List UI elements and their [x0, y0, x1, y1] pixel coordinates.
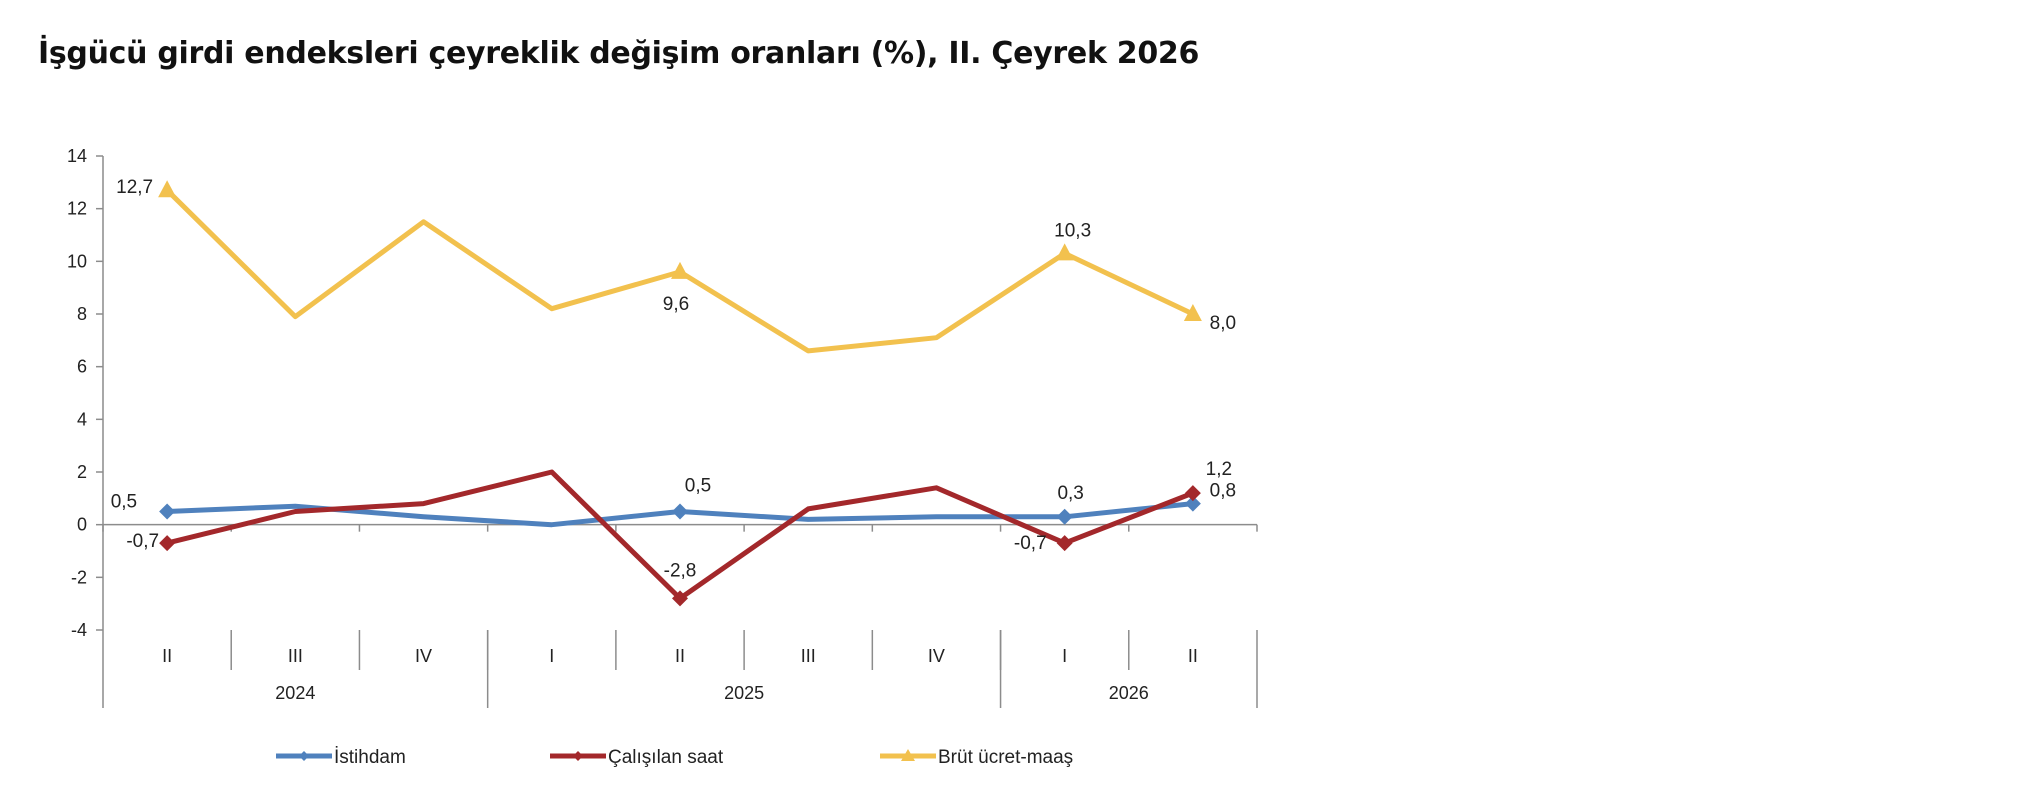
- y-tick-label: 14: [67, 146, 87, 166]
- data-label: 0,3: [1057, 483, 1083, 504]
- legend: İstihdam Çalışılan saat Brüt ücret-maaş: [276, 747, 1073, 768]
- y-tick-label: 6: [77, 357, 87, 377]
- legend-label: İstihdam: [334, 747, 406, 768]
- data-label: 8,0: [1210, 313, 1236, 334]
- diamond-marker: [1056, 535, 1073, 552]
- x-tick-label: I: [549, 646, 554, 666]
- y-axis: -4 -2 0 2 4 6 8 10 12 14: [67, 146, 104, 708]
- y-tick-label: 10: [67, 251, 87, 271]
- diamond-marker: [159, 503, 176, 520]
- diamond-marker: [1184, 495, 1201, 512]
- y-tick-label: -2: [71, 567, 87, 587]
- x-tick-label: II: [162, 646, 172, 666]
- x-tick-label: II: [675, 646, 685, 666]
- data-label: 10,3: [1054, 220, 1091, 241]
- year-label: 2026: [1109, 683, 1149, 703]
- year-label: 2024: [275, 683, 315, 703]
- y-tick-label: 4: [77, 409, 87, 429]
- diamond-marker: [672, 590, 688, 607]
- legend-marker: [901, 749, 915, 761]
- data-label: 0,5: [111, 492, 137, 513]
- diamond-marker: [1056, 508, 1073, 525]
- data-label: 9,6: [663, 294, 689, 315]
- data-label: 0,5: [685, 476, 711, 497]
- y-tick-label: 2: [77, 462, 87, 482]
- x-tick-label: I: [1062, 646, 1067, 666]
- data-label: 1,2: [1206, 459, 1232, 480]
- data-label: -0,7: [126, 531, 159, 552]
- triangle-marker: [1183, 304, 1202, 321]
- x-tick-label: II: [1188, 646, 1198, 666]
- y-tick-label: 12: [67, 199, 87, 219]
- x-tick-label: IV: [928, 646, 945, 666]
- diamond-marker: [159, 535, 176, 552]
- triangle-marker: [158, 180, 177, 198]
- diamond-marker: [672, 503, 688, 520]
- data-label: -2,8: [664, 560, 697, 581]
- y-tick-label: 8: [77, 304, 87, 324]
- legend-marker: [299, 751, 309, 761]
- legend-label: Çalışılan saat: [608, 747, 724, 768]
- x-tick-label: III: [801, 646, 816, 666]
- legend-marker: [573, 751, 583, 761]
- series-layer: [158, 180, 1202, 607]
- data-labels: 0,5 0,5 0,3 0,8 -0,7 -2,8 -0,7 1,2 12,7 9,6 10,3 8,…: [111, 177, 1236, 581]
- triangle-marker: [671, 261, 689, 279]
- data-label: -0,7: [1014, 533, 1047, 554]
- data-label: 0,8: [1210, 481, 1236, 502]
- year-label: 2025: [724, 683, 764, 703]
- diamond-marker: [1184, 485, 1201, 502]
- y-tick-label: -4: [71, 620, 87, 640]
- y-tick-label: 0: [77, 515, 87, 535]
- page-title: İşgücü girdi endeksleri çeyreklik değişi…: [38, 36, 1200, 71]
- x-tick-label: III: [288, 646, 303, 666]
- data-label: 12,7: [116, 177, 153, 198]
- triangle-marker: [1055, 243, 1074, 261]
- x-tick-label: IV: [415, 646, 432, 666]
- legend-label: Brüt ücret-maaş: [938, 747, 1073, 768]
